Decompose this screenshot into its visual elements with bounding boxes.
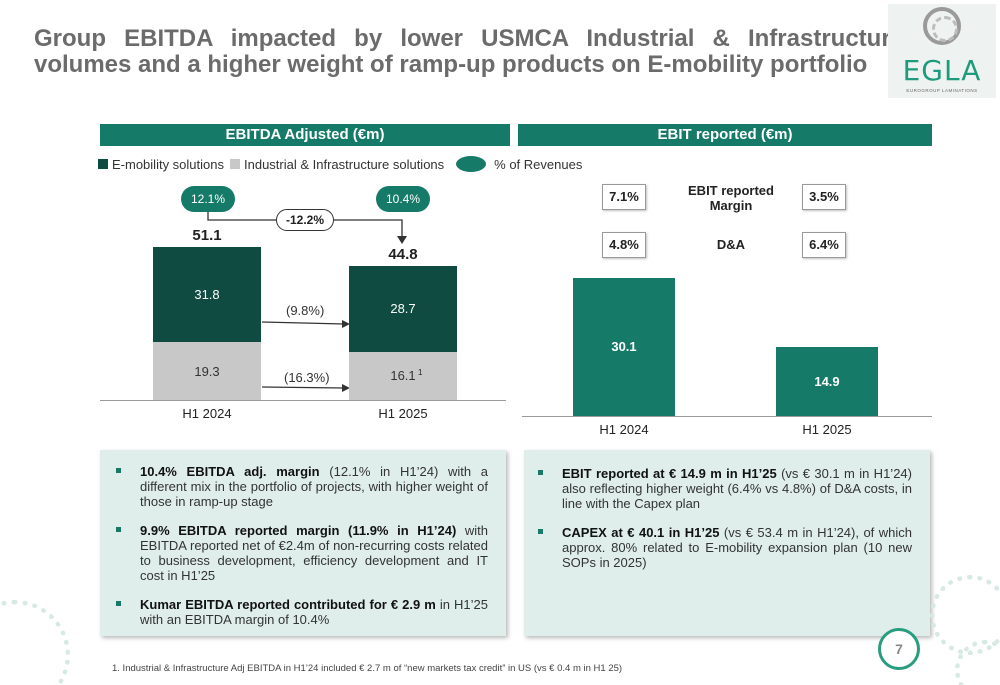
ebitda-bullet-2: Kumar EBITDA reported contributed for € … [112, 597, 488, 627]
ebitda-delta-badge: -12.2% [276, 209, 334, 231]
legend-revenues-label: % of Revenues [494, 156, 583, 172]
ebitda-bullet-text-0: (12.1% in H1’24) with a different mix in… [140, 464, 489, 509]
footnote-marker: 1 [418, 368, 423, 377]
emobility-bar-0: 31.8 [153, 246, 261, 343]
page-title: Group EBITDA impacted by lower USMCA Ind… [34, 25, 904, 78]
ebitda-bullet-text-2: in H1’25 with an EBITDA margin of 10.4% [140, 597, 489, 627]
ebit-bar-1: 14.9 [776, 347, 878, 416]
industrial-bar-0: 19.3 [153, 342, 261, 400]
ebitda-bullet-bold-0: 10.4% EBITDA adj. margin [140, 464, 320, 479]
logo-subtitle: EUROGROUP LAMINATIONS [906, 88, 978, 93]
ebit-bar-0: 30.1 [573, 277, 675, 416]
da-h1-2025: 6.4% [802, 232, 846, 258]
ebit-x-axis [522, 416, 932, 417]
legend-emobility-swatch [98, 159, 108, 169]
chart-legend: E-mobility solutions Industrial & Infras… [98, 156, 582, 172]
ebit-bullet-bold-1: CAPEX at € 40.1 in H1’25 [562, 525, 720, 540]
ebitda-x-label-1: H1 2025 [378, 406, 428, 421]
legend-industrial-swatch [230, 159, 240, 169]
ebitda-x-label-0: H1 2024 [182, 406, 232, 421]
ebitda-bullet-text-1: with EBITDA reported net of €2.4m of non… [140, 523, 489, 583]
logo-text: EGLA [902, 54, 982, 87]
ebitda-x-axis [100, 400, 506, 401]
ebit-margin-label: EBIT reported Margin [688, 183, 774, 213]
ebit-commentary-card: EBIT reported at € 14.9 m in H1’25 (vs €… [524, 450, 930, 636]
emobility-change-label: (9.8%) [286, 303, 325, 318]
ebit-bullet-text-0: (vs € 30.1 m in H1’24) also reflecting h… [562, 466, 912, 511]
ebit-bullet-text-1: (vs € 53.4 m in H1’24), of which approx.… [562, 525, 912, 570]
ebit-x-label-0: H1 2024 [599, 422, 649, 437]
margin-pill-h1-2025: 10.4% [376, 186, 430, 212]
logo-ring-icon [923, 7, 961, 45]
ebitda-commentary-card: 10.4% EBITDA adj. margin (12.1% in H1’24… [100, 450, 506, 636]
margin-pill-h1-2024: 12.1% [181, 186, 235, 212]
da-h1-2024: 4.8% [602, 232, 646, 258]
ebit-panel-header: EBIT reported (€m) [518, 124, 932, 146]
ebit-margin-h1-2025: 3.5% [802, 184, 846, 210]
decorative-gear-right-small [955, 640, 1000, 685]
ebitda-bullet-bold-2: Kumar EBITDA reported contributed for € … [140, 597, 436, 612]
ebit-x-label-1: H1 2025 [802, 422, 852, 437]
ebit-bullet-0: EBIT reported at € 14.9 m in H1’25 (vs €… [534, 466, 912, 511]
ebit-bullet-bold-0: EBIT reported at € 14.9 m in H1’25 [562, 466, 777, 481]
ebitda-total-0: 51.1 [192, 226, 222, 244]
da-label: D&A [716, 237, 746, 252]
ebitda-bullet-bold-1: 9.9% EBITDA reported margin (11.9% in H1… [140, 523, 457, 538]
footnote: 1. Industrial & Infrastructure Adj EBITD… [112, 663, 623, 674]
industrial-change-label: (16.3%) [284, 370, 330, 385]
emobility-bar-1: 28.7 [349, 265, 457, 352]
ebitda-panel-header: EBITDA Adjusted (€m) [100, 124, 510, 146]
ebit-bullet-1: CAPEX at € 40.1 in H1’25 (vs € 53.4 m in… [534, 525, 912, 570]
ebit-margin-h1-2024: 7.1% [602, 184, 646, 210]
ebitda-bullet-1: 9.9% EBITDA reported margin (11.9% in H1… [112, 523, 488, 583]
legend-emobility-label: E-mobility solutions [112, 156, 224, 172]
ebit-bullet-list: EBIT reported at € 14.9 m in H1’25 (vs €… [534, 466, 912, 570]
legend-industrial-label: Industrial & Infrastructure solutions [244, 156, 445, 172]
ebitda-total-1: 44.8 [388, 245, 418, 263]
industrial-bar-1: 16.1 [349, 351, 457, 400]
page-number: 7 [878, 628, 920, 670]
ebitda-bullet-list: 10.4% EBITDA adj. margin (12.1% in H1’24… [112, 464, 488, 627]
company-logo: EGLA EUROGROUP LAMINATIONS [888, 4, 996, 98]
ebitda-bullet-0: 10.4% EBITDA adj. margin (12.1% in H1’24… [112, 464, 488, 509]
legend-revenues-swatch [456, 156, 487, 172]
